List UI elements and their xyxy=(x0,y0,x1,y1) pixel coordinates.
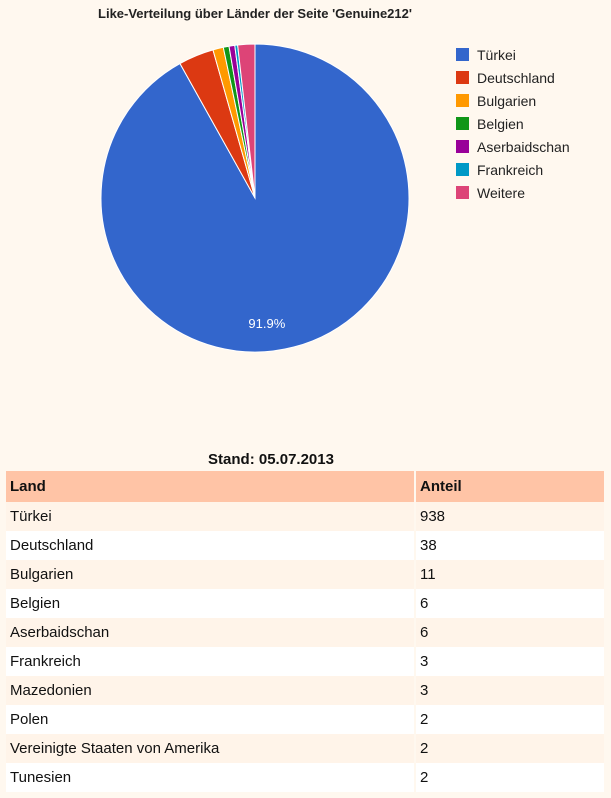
table-row: Mazedonien 3 xyxy=(6,676,604,705)
cell-anteil: 2 xyxy=(414,763,604,792)
pie-slice-6 xyxy=(237,43,256,199)
cell-land: Mazedonien xyxy=(6,676,415,705)
legend-item-5: Frankreich xyxy=(456,158,570,181)
cell-land: Frankreich xyxy=(6,647,415,676)
chart-title: Like-Verteilung über Länder der Seite 'G… xyxy=(98,6,412,21)
table-row: Deutschland 38 xyxy=(6,531,604,560)
cell-anteil: 2 xyxy=(414,705,604,734)
cell-land: Bulgarien xyxy=(6,560,415,589)
legend-swatch xyxy=(456,163,469,176)
cell-land: Vereinigte Staaten von Amerika xyxy=(6,734,415,763)
legend-item-1: Deutschland xyxy=(456,66,570,89)
pie-chart: 91.9% xyxy=(100,43,410,353)
country-table: Land Anteil Türkei 938 Deutschland 38 Bulgar… xyxy=(6,471,604,792)
cell-anteil: 6 xyxy=(414,589,604,618)
table-row: Vereinigte Staaten von Amerika 2 xyxy=(6,734,604,763)
legend-item-6: Weitere xyxy=(456,181,570,204)
header-land: Land xyxy=(6,471,415,502)
table-caption: Stand: 05.07.2013 xyxy=(208,451,334,468)
legend-swatch xyxy=(456,186,469,199)
legend-label: Türkei xyxy=(477,46,516,63)
cell-anteil: 2 xyxy=(414,734,604,763)
cell-land: Polen xyxy=(6,705,415,734)
legend-label: Frankreich xyxy=(477,161,544,178)
table-row: Belgien 6 xyxy=(6,589,604,618)
cell-anteil: 6 xyxy=(414,618,604,647)
legend-swatch xyxy=(456,117,469,130)
legend-swatch xyxy=(456,48,469,61)
table-header-row: Land Anteil xyxy=(6,471,604,502)
cell-anteil: 3 xyxy=(414,647,604,676)
legend-label: Deutschland xyxy=(477,69,555,86)
legend-swatch xyxy=(456,71,469,84)
table-row: Aserbaidschan 6 xyxy=(6,618,604,647)
legend-label: Aserbaidschan xyxy=(477,138,570,155)
legend-label: Bulgarien xyxy=(477,92,537,109)
table-row: Tunesien 2 xyxy=(6,763,604,792)
legend-item-3: Belgien xyxy=(456,112,570,135)
table-row: Türkei 938 xyxy=(6,502,604,531)
legend-item-0: Türkei xyxy=(456,43,570,66)
table-row: Frankreich 3 xyxy=(6,647,604,676)
legend-label: Belgien xyxy=(477,115,524,132)
legend-item-4: Aserbaidschan xyxy=(456,135,570,158)
cell-land: Deutschland xyxy=(6,531,415,560)
cell-anteil: 11 xyxy=(414,560,604,589)
chart-legend: Türkei Deutschland Bulgarien Belgien Aserbai… xyxy=(456,43,570,204)
cell-anteil: 938 xyxy=(414,502,604,531)
legend-swatch xyxy=(456,94,469,107)
legend-item-2: Bulgarien xyxy=(456,89,570,112)
cell-anteil: 3 xyxy=(414,676,604,705)
legend-label: Weitere xyxy=(477,184,525,201)
cell-land: Türkei xyxy=(6,502,415,531)
cell-land: Belgien xyxy=(6,589,415,618)
cell-anteil: 38 xyxy=(414,531,604,560)
pie-data-label: 91.9% xyxy=(248,316,285,331)
header-anteil: Anteil xyxy=(414,471,604,502)
cell-land: Tunesien xyxy=(6,763,415,792)
legend-swatch xyxy=(456,140,469,153)
cell-land: Aserbaidschan xyxy=(6,618,415,647)
table-row: Bulgarien 11 xyxy=(6,560,604,589)
table-row: Polen 2 xyxy=(6,705,604,734)
